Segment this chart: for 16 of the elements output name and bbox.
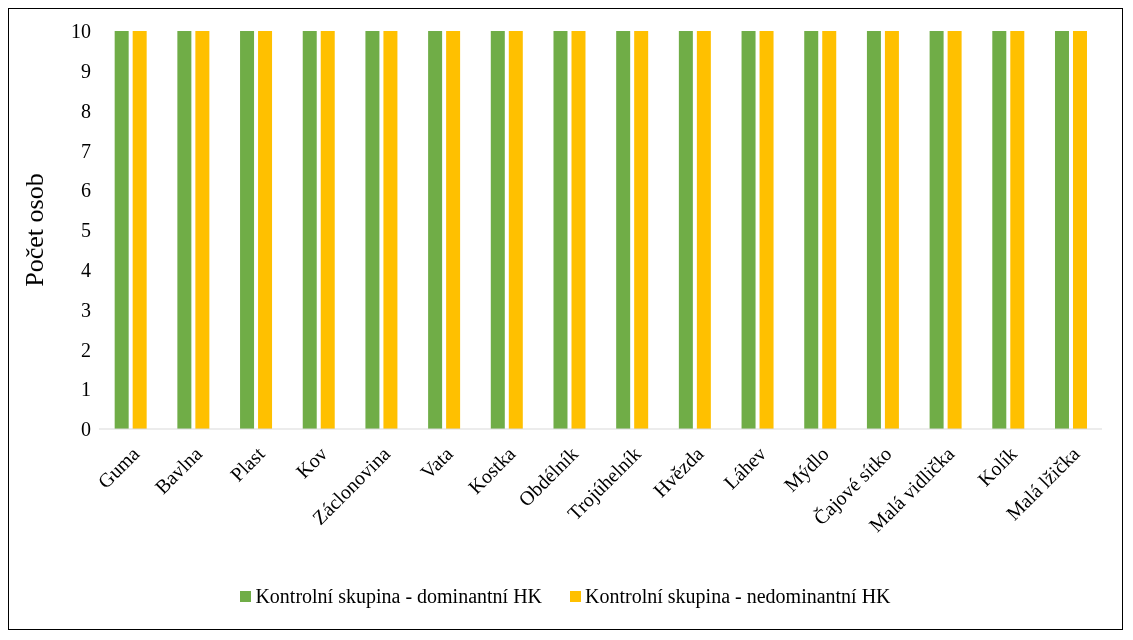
y-tick-label: 6: [81, 179, 91, 202]
legend-label: Kontrolní skupina - nedominantní HK: [585, 585, 891, 608]
y-tick-label: 10: [71, 20, 91, 43]
y-tick-label: 2: [81, 338, 91, 361]
y-tick-label: 9: [81, 59, 91, 82]
y-axis-title: Počet osob: [20, 173, 50, 287]
x-tick-label: Plast: [225, 442, 270, 486]
y-tick-label: 1: [81, 378, 91, 401]
y-tick-label: 0: [81, 418, 91, 441]
y-tick-label: 3: [81, 298, 91, 321]
y-tick-label: 8: [81, 99, 91, 122]
legend-label: Kontrolní skupina - dominantní HK: [255, 585, 543, 608]
x-tick-label: Vata: [416, 442, 457, 484]
y-tick-label: 5: [81, 219, 91, 242]
y-tick-label: 7: [81, 139, 91, 162]
y-tick-label: 4: [81, 258, 91, 281]
